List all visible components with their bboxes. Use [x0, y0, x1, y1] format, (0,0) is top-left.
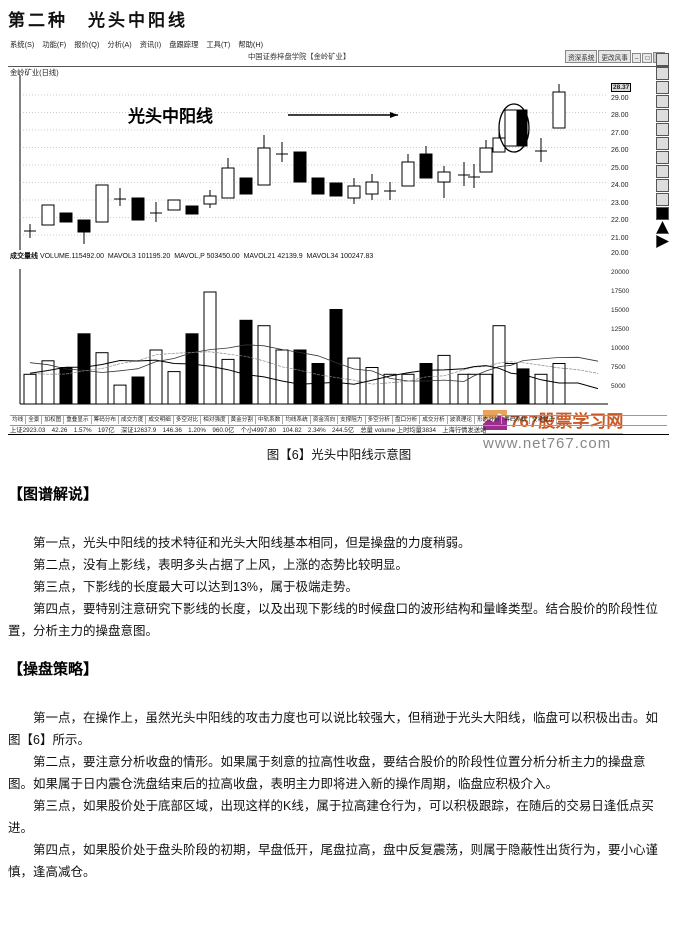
svg-text:光头中阳线: 光头中阳线: [127, 106, 213, 126]
